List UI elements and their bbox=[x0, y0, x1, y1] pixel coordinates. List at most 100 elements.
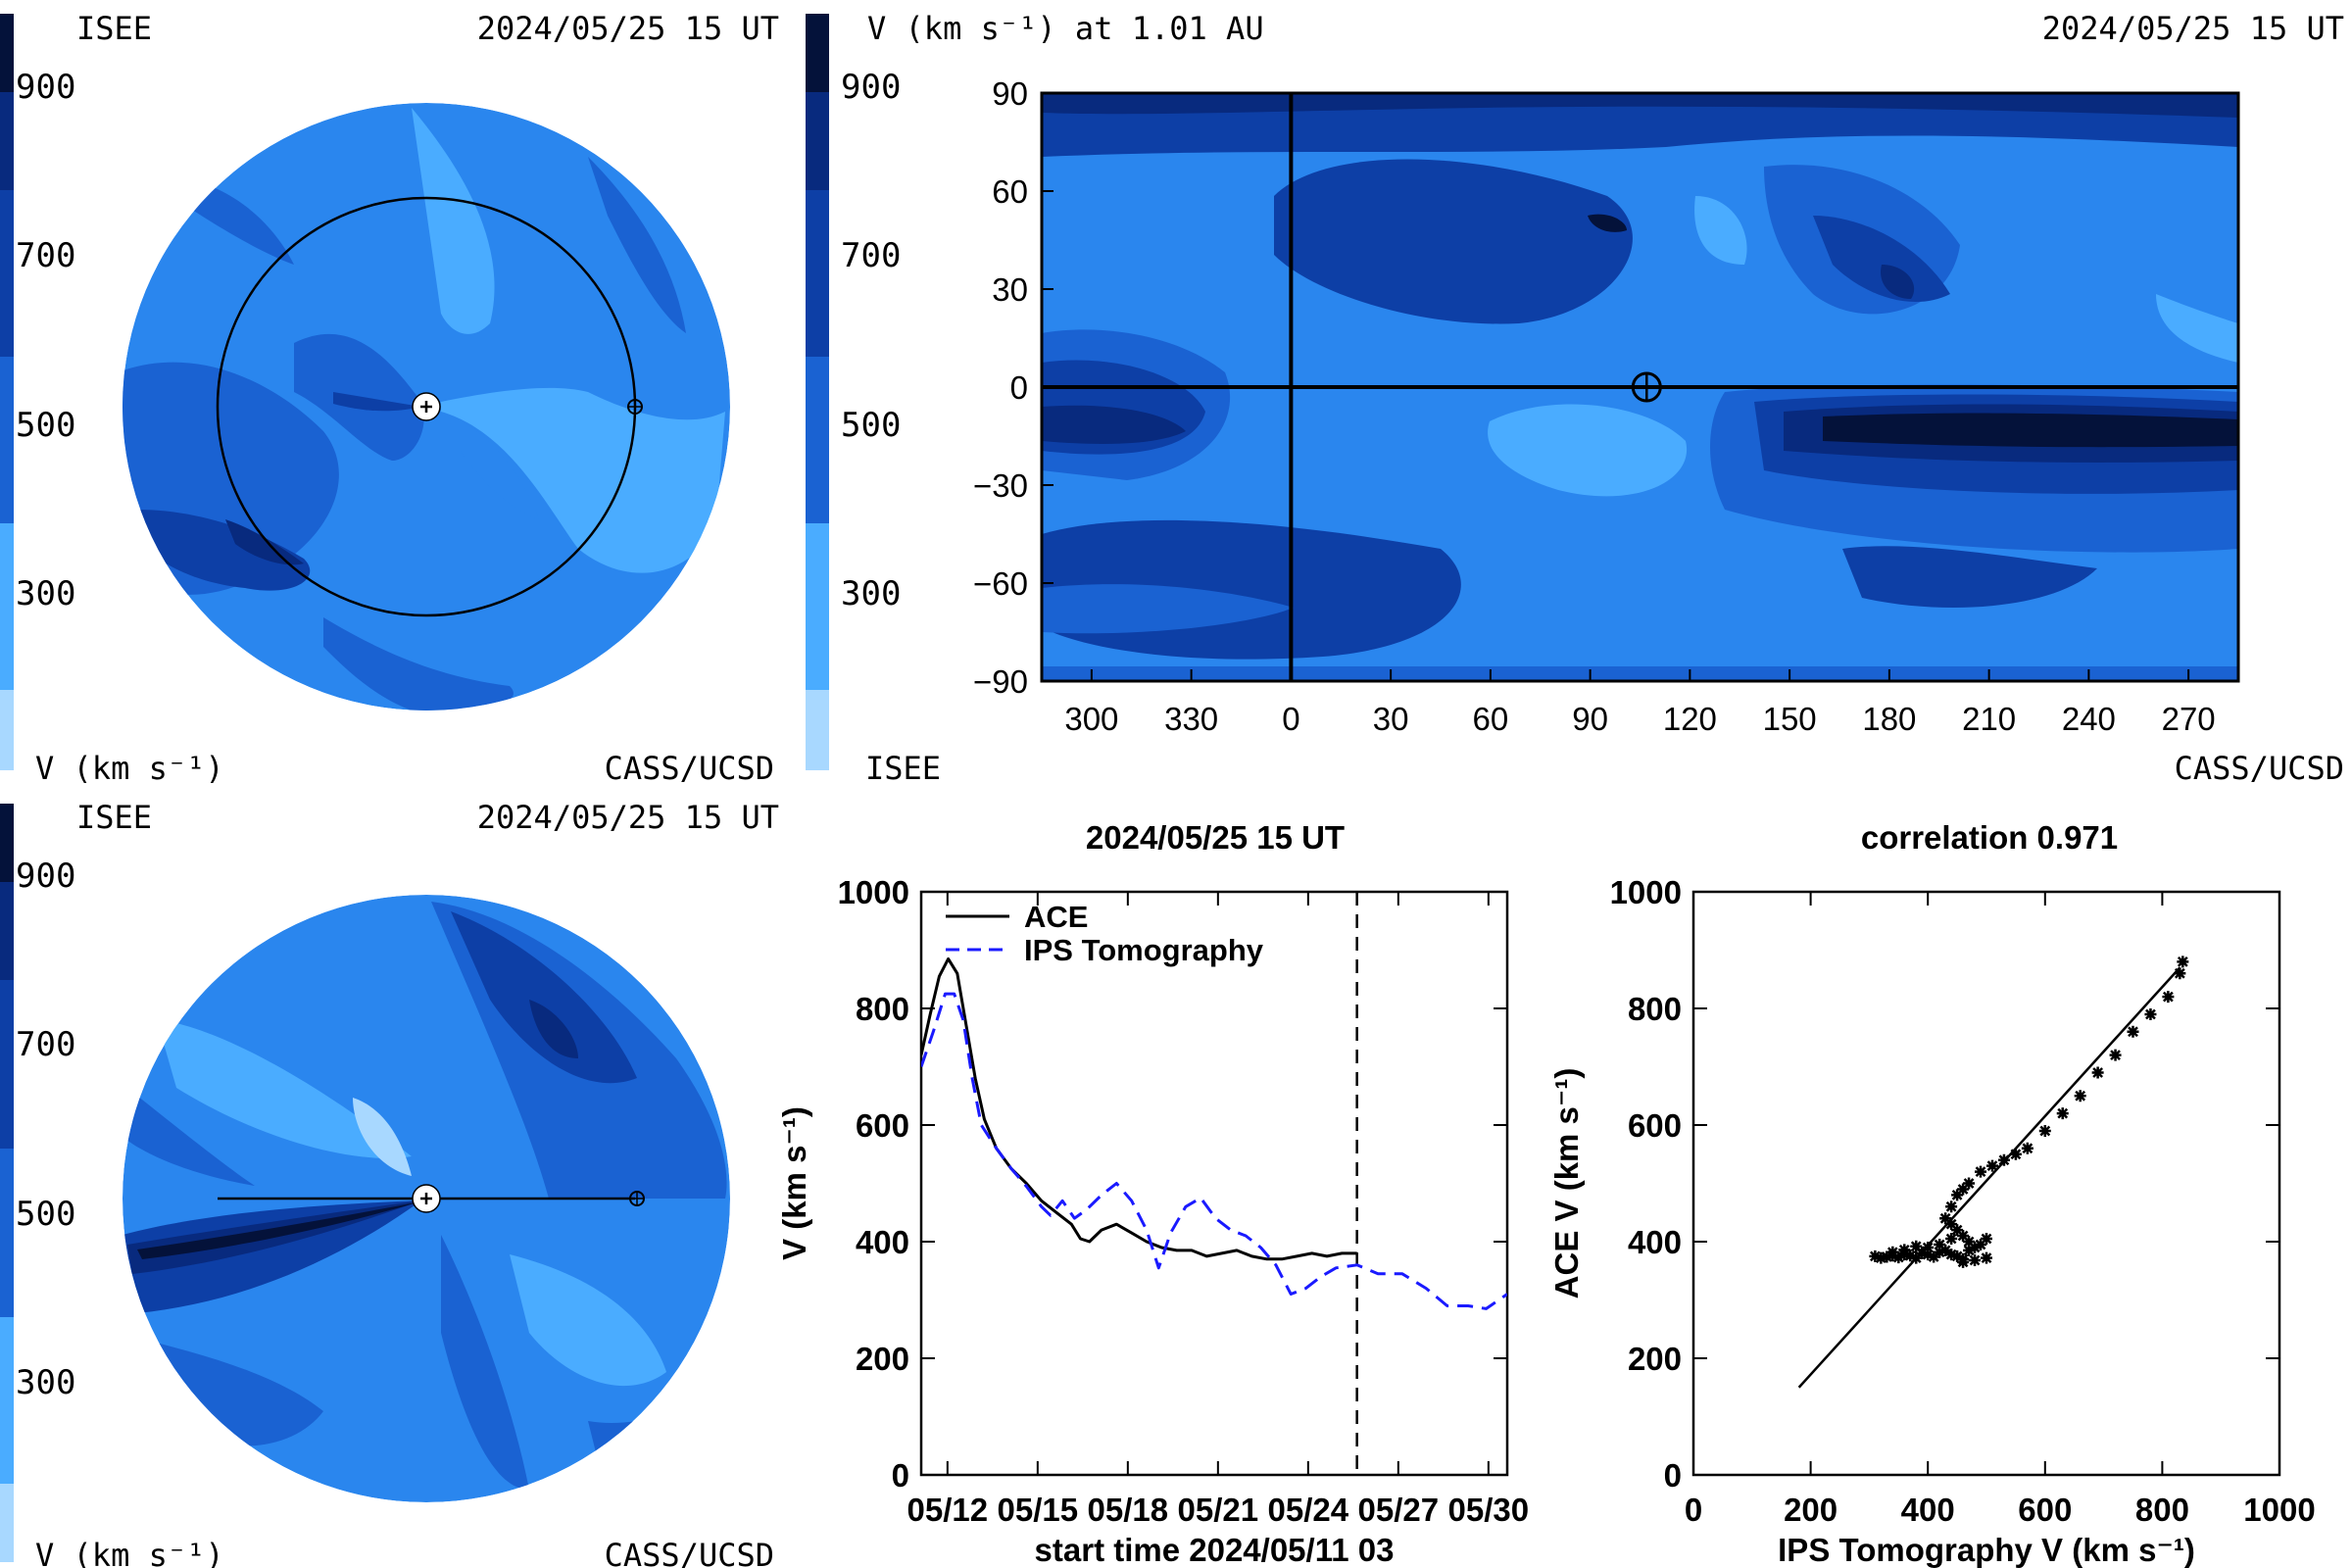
x-tick-label: 60 bbox=[1473, 701, 1509, 737]
scatter-point bbox=[1975, 1165, 1987, 1178]
x-axis-label: start time 2024/05/11 03 bbox=[1035, 1532, 1395, 1568]
x-tick-label: 05/12 bbox=[907, 1492, 989, 1528]
time-series-panel: 2024/05/25 15 UT 05/12 05/15 05/18 05/21 05/… bbox=[776, 819, 1529, 1568]
colorbar-band bbox=[806, 14, 829, 92]
contour-region bbox=[1042, 405, 1186, 444]
y-axis-label: V (km s⁻¹) bbox=[776, 1106, 812, 1260]
scatter-point bbox=[2109, 1049, 2122, 1061]
scatter-point bbox=[1910, 1240, 1923, 1252]
x-tick-label: 300 bbox=[1064, 701, 1118, 737]
scatter-point bbox=[2038, 1124, 2051, 1137]
scatter-point bbox=[1969, 1254, 1982, 1267]
earth-marker bbox=[1631, 371, 1662, 403]
contour-region bbox=[176, 176, 294, 265]
y-tick-label: 0 bbox=[1010, 369, 1028, 406]
y-tick-label: −90 bbox=[973, 663, 1028, 700]
time-series-plot: 05/12 05/15 05/18 05/21 05/24 05/27 05/30 0 200 4… bbox=[776, 874, 1529, 1568]
x-tick-label: 120 bbox=[1663, 701, 1717, 737]
y-tick-label: 0 bbox=[1664, 1457, 1682, 1494]
contour-region bbox=[225, 519, 304, 565]
x-tick-label: 200 bbox=[1784, 1492, 1838, 1528]
x-tick-label: 330 bbox=[1164, 701, 1218, 737]
y-tick-label: 800 bbox=[1628, 991, 1682, 1027]
ips-series-line bbox=[921, 992, 1507, 1310]
colorbar-band bbox=[806, 190, 829, 357]
scatter-point bbox=[1957, 1230, 1970, 1243]
scatter-point bbox=[1892, 1251, 1905, 1264]
x-tick-label: 90 bbox=[1572, 701, 1608, 737]
colorbar-tick: 700 bbox=[16, 1025, 75, 1064]
colorbar-band bbox=[0, 690, 14, 770]
contour-region bbox=[588, 157, 686, 333]
fit-line bbox=[1797, 966, 2181, 1389]
plot-frame bbox=[1691, 890, 2281, 1477]
contour-region bbox=[1813, 216, 1950, 303]
x-tick-label: 800 bbox=[2135, 1492, 2189, 1528]
x-tick-label: 400 bbox=[1901, 1492, 1955, 1528]
map-title: V (km s⁻¹) at 1.01 AU bbox=[867, 10, 1264, 47]
contour-region bbox=[412, 108, 495, 334]
colorbar-label: V (km s⁻¹) bbox=[35, 1537, 224, 1568]
x-tick-label: 05/30 bbox=[1448, 1492, 1530, 1528]
scatter-point bbox=[1985, 1159, 1998, 1172]
contour-region bbox=[1042, 584, 1294, 634]
scatter-point bbox=[1945, 1233, 1958, 1246]
scatter-point bbox=[1928, 1250, 1940, 1263]
colorbar-band bbox=[806, 523, 829, 690]
x-tick-label: 05/15 bbox=[998, 1492, 1079, 1528]
scatter-point bbox=[1904, 1250, 1917, 1262]
colorbar-band bbox=[0, 190, 14, 357]
contour-region bbox=[157, 1019, 412, 1158]
synoptic-map-panel: 900 700 500 300 V (km s⁻¹) at 1.01 AU 20… bbox=[806, 10, 2344, 787]
colorbar-label: V (km s⁻¹) bbox=[35, 750, 224, 787]
contour-region bbox=[2156, 294, 2238, 363]
x-tick-label: 05/24 bbox=[1268, 1492, 1349, 1528]
colorbar-tick: 500 bbox=[841, 406, 901, 445]
legend-label: ACE bbox=[1024, 900, 1088, 934]
colorbar-band bbox=[0, 882, 14, 980]
x-tick-label: 05/21 bbox=[1178, 1492, 1259, 1528]
scatter-point bbox=[2144, 1007, 2157, 1020]
x-tick-label: 600 bbox=[2018, 1492, 2072, 1528]
colorbar-tick: 300 bbox=[841, 574, 901, 613]
colorbar-tick: 700 bbox=[841, 236, 901, 275]
scatter-point bbox=[2162, 991, 2175, 1004]
sun-marker bbox=[412, 1184, 441, 1213]
ecliptic-view-panel: 900 700 500 300 ISEE 2024/05/25 15 UT V … bbox=[0, 10, 779, 787]
x-tick-label: 180 bbox=[1862, 701, 1916, 737]
x-tick-label: 240 bbox=[2062, 701, 2116, 737]
credit-label: CASS/UCSD bbox=[605, 1537, 774, 1568]
y-tick-label: 30 bbox=[992, 271, 1028, 308]
y-tick-label: 90 bbox=[992, 75, 1028, 112]
contour-region bbox=[137, 1201, 421, 1259]
contour-region bbox=[510, 1254, 666, 1387]
colorbar-band bbox=[806, 690, 829, 770]
credit-label: CASS/UCSD bbox=[2175, 750, 2344, 787]
scatter-point bbox=[2127, 1025, 2139, 1038]
scatter-point bbox=[1869, 1250, 1882, 1262]
scatter-point bbox=[1898, 1244, 1911, 1256]
time-series-title: 2024/05/25 15 UT bbox=[1086, 819, 1345, 856]
x-tick-label: 150 bbox=[1763, 701, 1817, 737]
colorbar-tick: 500 bbox=[16, 1195, 75, 1234]
colorbar bbox=[0, 804, 14, 1562]
y-tick-label: 0 bbox=[892, 1457, 909, 1494]
scatter-point bbox=[1957, 1183, 1970, 1196]
org-label: ISEE bbox=[865, 750, 941, 787]
ace-series-line bbox=[921, 956, 1357, 1261]
contour-region bbox=[137, 510, 311, 591]
plot-frame bbox=[919, 890, 1509, 1477]
contour-region bbox=[122, 1088, 255, 1186]
scatter-point bbox=[1969, 1241, 1982, 1253]
colorbar-band bbox=[0, 357, 14, 523]
scatter-point bbox=[1963, 1236, 1976, 1248]
x-tick-label: 30 bbox=[1373, 701, 1409, 737]
scatter-point bbox=[1997, 1153, 2010, 1166]
colorbar-band bbox=[0, 1317, 14, 1484]
y-tick-label: 60 bbox=[992, 173, 1028, 210]
y-tick-label: 600 bbox=[856, 1107, 909, 1144]
scatter-point bbox=[2009, 1148, 2022, 1160]
legend-label: IPS Tomography bbox=[1024, 933, 1264, 967]
datetime-label: 2024/05/25 15 UT bbox=[477, 799, 779, 836]
